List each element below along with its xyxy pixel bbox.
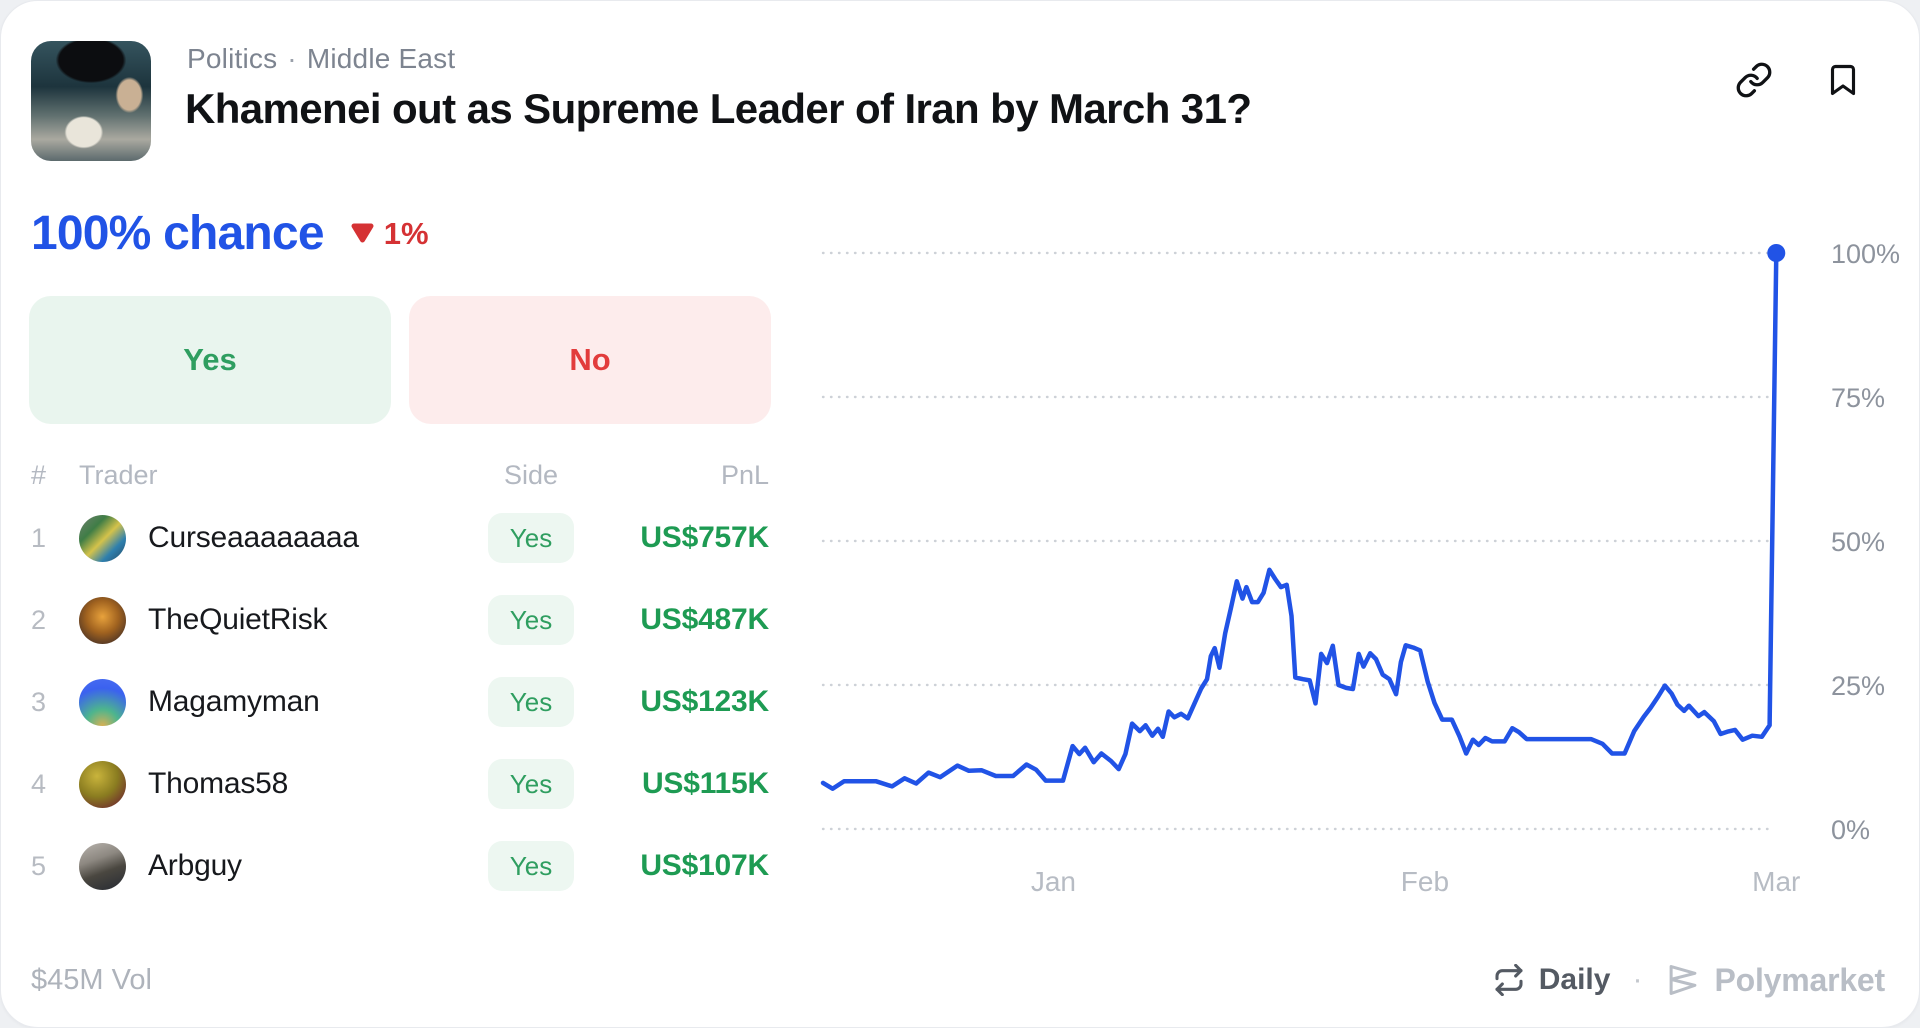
down-triangle-icon xyxy=(351,223,374,243)
price-chart: 100% 75% 50% 25% 0% Jan Feb Mar xyxy=(801,181,1919,921)
side-badge: Yes xyxy=(488,677,574,727)
trader-pnl: US$115K xyxy=(641,767,769,800)
trader-name: Curseaaaaaaaa xyxy=(148,521,359,554)
breadcrumb-region: Middle East xyxy=(306,43,456,74)
price-line xyxy=(820,250,1779,791)
y-axis-label: 75% xyxy=(1831,383,1885,413)
x-axis-label: Mar xyxy=(1752,866,1800,897)
trader-pnl: US$757K xyxy=(640,521,769,554)
breadcrumb-separator: · xyxy=(287,43,297,74)
trader-rank: 1 xyxy=(31,522,47,553)
price-change: 1% xyxy=(350,216,429,252)
header-trader: Trader xyxy=(79,459,158,490)
trader-rank: 2 xyxy=(31,604,47,635)
market-avatar xyxy=(31,41,151,161)
trader-name: Thomas58 xyxy=(148,767,289,800)
side-badge: Yes xyxy=(488,595,574,645)
link-icon[interactable] xyxy=(1735,61,1773,99)
side-badge: Yes xyxy=(488,513,574,563)
y-axis-label: 25% xyxy=(1831,671,1885,701)
table-row[interactable]: 5 Arbguy Yes US$107K xyxy=(31,825,771,907)
trader-rank: 3 xyxy=(31,686,47,717)
y-axis-label: 0% xyxy=(1831,815,1870,845)
table-row[interactable]: 4 Thomas58 Yes US$115K xyxy=(31,743,771,825)
table-row[interactable]: 2 TheQuietRisk Yes US$487K xyxy=(31,579,771,661)
trader-pnl: US$107K xyxy=(640,849,769,882)
y-axis-label: 50% xyxy=(1831,527,1885,557)
table-row[interactable]: 3 Magamyman Yes US$123K xyxy=(31,661,771,743)
trader-name: TheQuietRisk xyxy=(148,603,328,636)
footer-separator: · xyxy=(1632,963,1643,996)
polymarket-logo xyxy=(1670,965,1697,995)
last-price-dot xyxy=(1767,244,1786,262)
breadcrumb: Politics · Middle East xyxy=(187,43,455,75)
y-axis-label: 100% xyxy=(1831,239,1900,269)
repeat-icon xyxy=(1495,964,1523,996)
frequency-toggle[interactable]: Daily xyxy=(1493,963,1611,997)
header-pnl: PnL xyxy=(720,459,769,490)
side-badge: Yes xyxy=(488,759,574,809)
header-side: Side xyxy=(503,459,559,490)
trader-pnl: US$123K xyxy=(640,685,769,718)
table-row[interactable]: 1 Curseaaaaaaaa Yes US$757K xyxy=(31,497,771,579)
trader-avatar xyxy=(79,514,126,562)
trader-avatar xyxy=(79,678,126,726)
volume-label: $45M Vol xyxy=(31,964,152,996)
header-rank: # xyxy=(31,459,47,490)
frequency-label: Daily xyxy=(1538,963,1611,996)
x-axis-label: Feb xyxy=(1401,866,1449,897)
trader-avatar xyxy=(79,596,126,644)
trader-rank: 4 xyxy=(31,768,47,799)
page-title: Khamenei out as Supreme Leader of Iran b… xyxy=(185,85,1252,132)
no-button[interactable]: No xyxy=(409,296,771,424)
trader-name: Arbguy xyxy=(148,849,242,882)
breadcrumb-category: Politics xyxy=(187,43,278,74)
change-percent: 1% xyxy=(383,215,429,251)
brand-name: Polymarket xyxy=(1714,961,1885,998)
trader-pnl: US$487K xyxy=(640,603,769,636)
x-axis-label: Jan xyxy=(1031,866,1076,897)
bookmark-icon[interactable] xyxy=(1825,61,1861,99)
trader-name: Magamyman xyxy=(148,685,320,718)
side-badge: Yes xyxy=(488,841,574,891)
brand-link[interactable]: Polymarket xyxy=(1664,961,1885,999)
trader-avatar xyxy=(79,842,126,890)
leaderboard-header: # Trader Side PnL xyxy=(31,453,771,497)
leaderboard: # Trader Side PnL 1 Curseaaaaaaaa Yes US… xyxy=(31,453,771,907)
trader-avatar xyxy=(79,760,126,808)
yes-button[interactable]: Yes xyxy=(29,296,391,424)
trader-rank: 5 xyxy=(31,850,47,881)
chance-value: 100% chance xyxy=(31,207,325,260)
